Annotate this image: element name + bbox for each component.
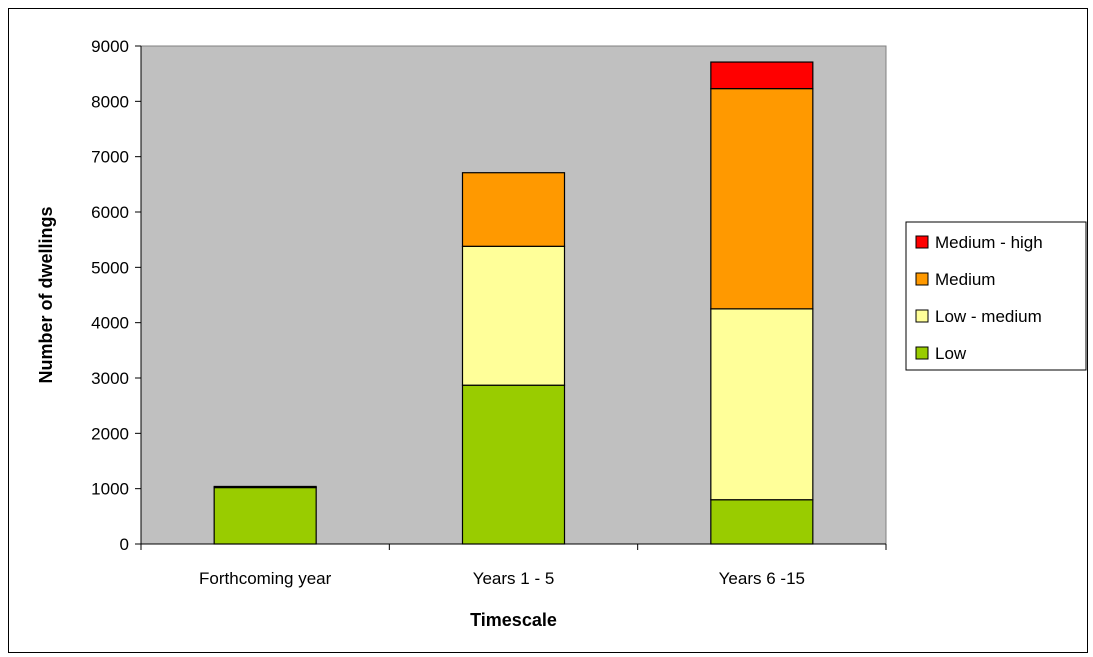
bar-segment-low-medium-2	[461, 245, 566, 386]
y-axis-title: Number of dwellings	[36, 206, 56, 383]
x-tick-labels: Forthcoming year Years 1 - 5 Years 6 -15	[199, 569, 805, 588]
bar-segment-medium-2	[461, 172, 566, 247]
y-tick-label: 1000	[91, 480, 129, 499]
legend-label: Low	[935, 344, 967, 363]
legend-label: Low - medium	[935, 307, 1042, 326]
legend-swatch	[915, 309, 929, 323]
y-tick-label: 8000	[91, 92, 129, 111]
y-tick-label: 0	[120, 535, 129, 554]
legend: Medium - high Medium Low - medium Low	[905, 221, 1087, 371]
y-tick-label: 3000	[91, 369, 129, 388]
x-tick-label: Years 1 - 5	[473, 569, 555, 588]
y-tick-label: 9000	[91, 37, 129, 56]
y-tick-label: 7000	[91, 148, 129, 167]
bar-segment-low-medium-3	[710, 308, 814, 501]
legend-swatch	[915, 346, 929, 360]
bar-segment-medium-3	[710, 88, 814, 310]
y-tick-label: 5000	[91, 258, 129, 277]
legend-label: Medium	[935, 270, 995, 289]
axes-group	[135, 45, 887, 550]
x-tick-label: Years 6 -15	[719, 569, 805, 588]
bar-segment-medium-1	[213, 485, 317, 489]
y-tick-label: 4000	[91, 314, 129, 333]
legend-swatch	[915, 235, 929, 249]
y-tick-label: 6000	[91, 203, 129, 222]
x-tick-label: Forthcoming year	[199, 569, 332, 588]
bar-segment-low-1	[213, 486, 317, 545]
y-tick-labels: 0 1000 2000 3000 4000 5000 6000 7000 8000 9000	[91, 37, 129, 554]
legend-box	[905, 221, 1087, 371]
legend-label: Medium - high	[935, 233, 1043, 252]
legend-swatch	[915, 272, 929, 286]
bar-segment-medium-high-3	[710, 61, 814, 90]
bar-segment-low-2	[461, 384, 566, 545]
x-axis-title: Timescale	[470, 610, 557, 630]
bar-segment-low-3	[710, 499, 814, 545]
bars-group	[213, 61, 814, 545]
y-tick-label: 2000	[91, 424, 129, 443]
